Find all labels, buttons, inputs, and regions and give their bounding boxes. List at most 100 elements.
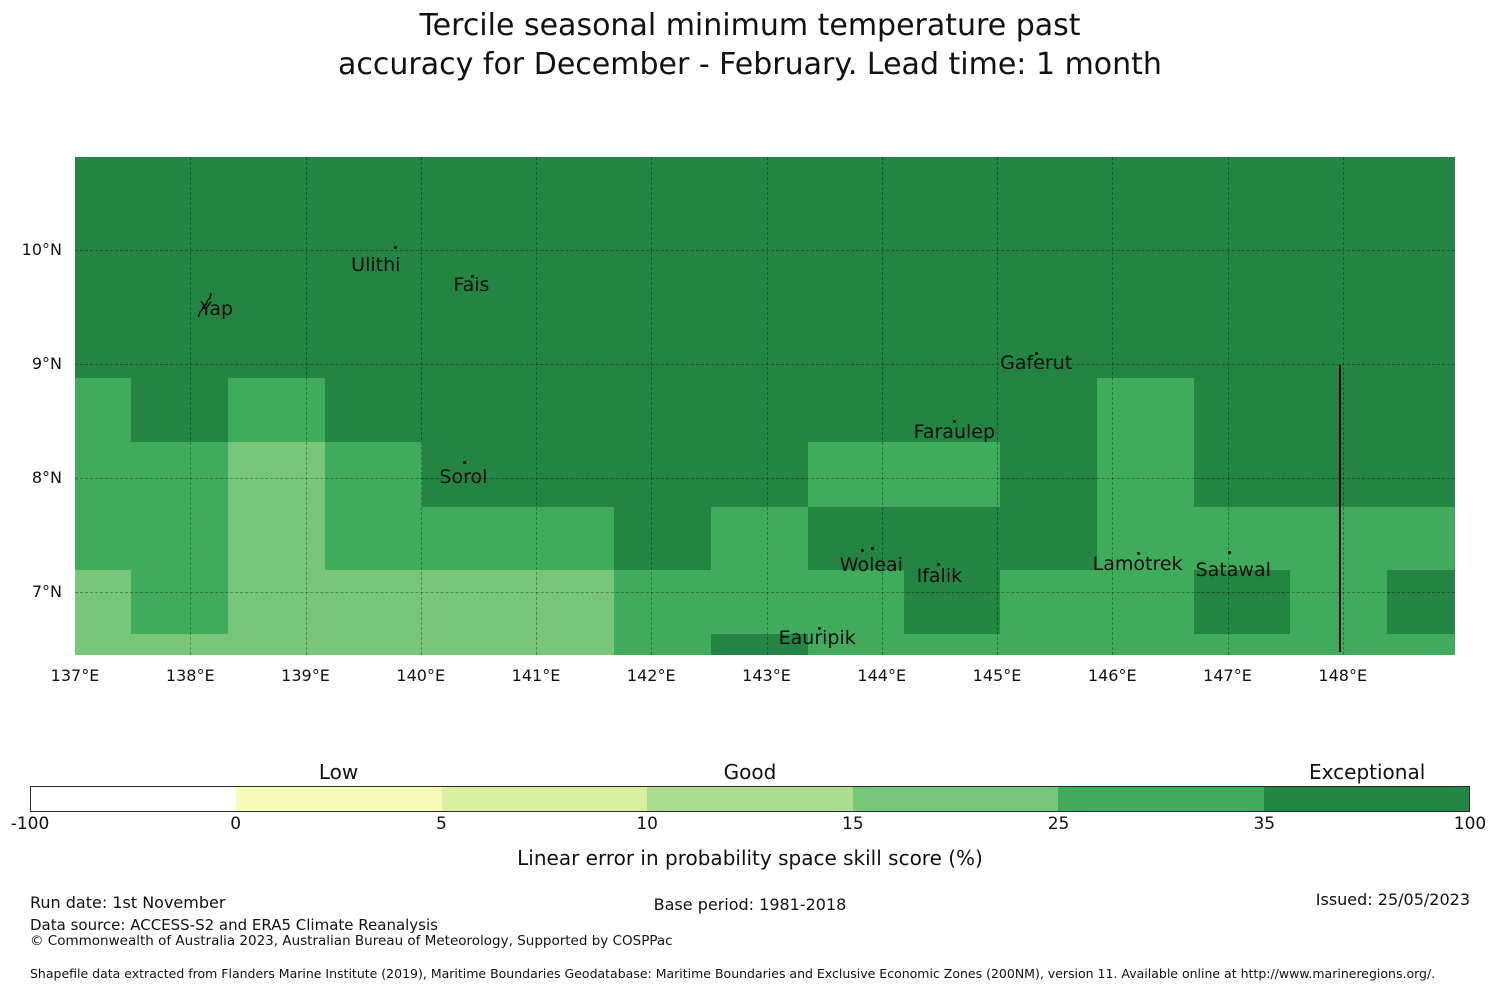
grid-cell [1000, 441, 1098, 508]
island-marker-dot [936, 563, 940, 567]
grid-cell [1000, 250, 1098, 315]
grid-cell [1097, 570, 1195, 635]
grid-cell [1289, 570, 1388, 635]
grid-cell [711, 186, 809, 251]
x-tick-label: 143°E [742, 666, 791, 685]
island-marker-dot [1034, 352, 1038, 356]
grid-cell [131, 441, 229, 508]
grid-cell [131, 313, 229, 379]
grid-cell [711, 377, 809, 443]
colorbar-segment [1263, 787, 1469, 811]
grid-cell [325, 506, 423, 571]
colorbar-segment [647, 787, 853, 811]
grid-cell [75, 186, 133, 251]
grid-cell [711, 570, 809, 635]
grid-cell [517, 157, 615, 187]
grid-cell [131, 506, 229, 571]
grid-cell [517, 506, 615, 571]
longitude-gridline [881, 157, 883, 655]
grid-cell [1289, 506, 1388, 571]
grid-cell [421, 377, 519, 443]
grid-cell [807, 157, 905, 187]
grid-cell [614, 506, 712, 571]
colorbar-segment [31, 787, 237, 811]
grid-cell [75, 157, 133, 187]
grid-cell [1386, 634, 1455, 655]
grid-cell [228, 377, 326, 443]
grid-cell [75, 441, 133, 508]
island-label: Lamotrek [1092, 552, 1183, 575]
grid-cell [75, 250, 133, 315]
island-marker-dot [818, 626, 821, 630]
island-label: Woleai [839, 553, 903, 576]
grid-cell [325, 186, 423, 251]
grid-cell [131, 250, 229, 315]
grid-cell [1386, 250, 1455, 315]
grid-cell [517, 250, 615, 315]
grid-cell [325, 157, 423, 187]
grid-cell [517, 570, 615, 635]
grid-cell [1289, 250, 1388, 315]
island-label: Gaferut [1000, 351, 1073, 374]
grid-cell [1289, 186, 1388, 251]
grid-cell [903, 313, 1002, 379]
longitude-gridline [1112, 157, 1114, 655]
island-marker-dot [1137, 551, 1141, 555]
colorbar-category-label: Low [318, 760, 359, 784]
chart-title-line2: accuracy for December - February. Lead t… [338, 47, 1162, 82]
latitude-gridline [75, 478, 1455, 479]
grid-cell [421, 634, 519, 655]
x-tick-label: 148°E [1318, 666, 1368, 685]
grid-cell [807, 441, 905, 508]
grid-cell [517, 313, 615, 379]
grid-cell [75, 506, 133, 571]
island-label: Satawal [1195, 559, 1271, 582]
grid-cell [75, 570, 133, 635]
grid-cell [131, 377, 229, 443]
grid-cell [325, 570, 423, 635]
grid-cell [228, 634, 326, 655]
grid-cell [325, 250, 423, 315]
grid-cell [228, 313, 326, 379]
grid-cell [1097, 377, 1195, 443]
grid-cell [228, 157, 326, 187]
y-tick-label: 7°N [31, 582, 62, 601]
island-label: Ifalik [916, 565, 963, 588]
grid-cell [614, 250, 712, 315]
grid-cell [1386, 186, 1455, 251]
grid-cell [614, 157, 712, 187]
colorbar-segment [1058, 787, 1264, 811]
grid-cell [903, 157, 1002, 187]
grid-cell [421, 313, 519, 379]
grid-cell [1194, 634, 1291, 655]
grid-cell [1097, 634, 1195, 655]
grid-cell [807, 250, 905, 315]
grid-cell [1289, 634, 1388, 655]
grid-cell [1194, 377, 1291, 443]
grid-cell [325, 634, 423, 655]
colorbar-tick-label: -100 [10, 814, 50, 834]
heatmap-plot-area: Yap Ulithi Fais Sorol Gaferut Faraulep Woleai I… [75, 157, 1455, 655]
grid-cell [711, 157, 809, 187]
grid-cell [421, 157, 519, 187]
grid-cell [1097, 441, 1195, 508]
grid-cell [1386, 506, 1455, 571]
x-tick-label: 137°E [50, 666, 100, 685]
grid-cell [1386, 441, 1455, 508]
grid-cell [1000, 313, 1098, 379]
grid-cell [1194, 441, 1291, 508]
colorbar-category-label: Good [723, 760, 777, 784]
longitude-gridline [1342, 157, 1344, 655]
yap-island-outline [196, 292, 216, 318]
grid-cell [1289, 441, 1388, 508]
grid-cell [131, 157, 229, 187]
grid-cell [711, 441, 809, 508]
x-tick-label: 144°E [857, 666, 907, 685]
island-marker-dot [1228, 550, 1232, 554]
x-tick-label: 147°E [1203, 666, 1252, 685]
island-label: Eauripik [778, 626, 856, 649]
grid-cell [1289, 313, 1388, 379]
grid-cell [807, 186, 905, 251]
latitude-gridline [75, 364, 1455, 365]
island-marker-dot [860, 549, 864, 553]
